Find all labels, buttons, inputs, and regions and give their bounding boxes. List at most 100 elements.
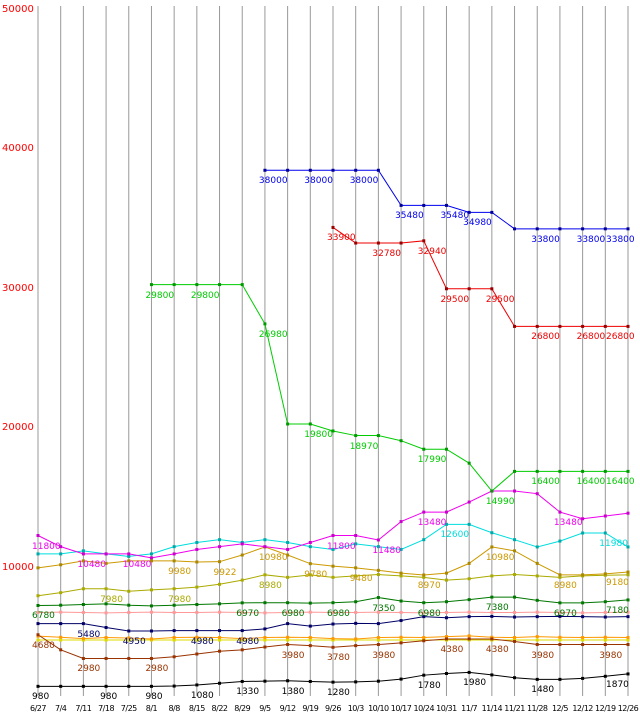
data-point — [354, 680, 358, 684]
value-label: 32780 — [372, 249, 402, 260]
x-axis-label: 10/10 — [368, 704, 389, 713]
data-point — [603, 674, 607, 678]
data-point — [218, 602, 222, 606]
data-point — [36, 594, 40, 598]
data-point — [535, 227, 539, 231]
data-point — [558, 614, 562, 618]
value-label: 38000 — [349, 176, 379, 187]
data-point — [558, 635, 562, 639]
data-point — [81, 552, 85, 556]
data-point — [603, 324, 607, 328]
data-point — [195, 683, 199, 687]
data-point — [127, 610, 131, 614]
data-point — [581, 531, 585, 535]
data-point — [467, 615, 471, 619]
data-point — [218, 545, 222, 549]
data-point — [149, 556, 153, 560]
data-point — [490, 614, 494, 618]
data-point — [376, 679, 380, 683]
value-label: 3980 — [372, 650, 396, 661]
data-point — [626, 324, 630, 328]
data-point — [581, 676, 585, 680]
data-point — [59, 638, 63, 642]
data-point — [286, 622, 290, 626]
data-point — [104, 561, 108, 565]
data-point — [626, 573, 630, 577]
data-point — [490, 637, 494, 641]
data-point — [422, 447, 426, 451]
data-point — [331, 610, 335, 614]
value-label: 29800 — [190, 290, 220, 301]
data-point — [581, 638, 585, 642]
data-point — [331, 225, 335, 229]
data-point — [263, 638, 267, 642]
data-point — [263, 645, 267, 649]
data-point — [172, 610, 176, 614]
data-point — [149, 656, 153, 660]
data-point — [626, 638, 630, 642]
data-point — [626, 610, 630, 614]
data-point — [331, 534, 335, 538]
data-point — [331, 680, 335, 684]
data-point — [149, 610, 153, 614]
data-point — [308, 644, 312, 648]
data-point — [581, 601, 585, 605]
data-point — [535, 598, 539, 602]
value-label: 6780 — [32, 611, 55, 622]
data-point — [467, 461, 471, 465]
data-point — [218, 610, 222, 614]
data-point — [422, 203, 426, 207]
data-point — [626, 598, 630, 602]
data-point — [581, 636, 585, 640]
value-label: 12600 — [440, 530, 470, 541]
data-point — [195, 635, 199, 639]
value-label: 980 — [100, 692, 118, 703]
data-point — [354, 566, 358, 570]
data-point — [195, 610, 199, 614]
value-label: 11480 — [372, 545, 402, 556]
data-point — [399, 635, 403, 639]
data-point — [603, 469, 607, 473]
data-point — [218, 636, 222, 640]
data-point — [36, 534, 40, 538]
data-point — [558, 643, 562, 647]
value-label: 26980 — [258, 329, 288, 340]
data-point — [127, 629, 131, 633]
data-point — [581, 611, 585, 615]
x-axis-label: 7/4 — [55, 704, 67, 713]
data-point — [308, 422, 312, 426]
value-label: 3980 — [281, 650, 305, 661]
data-point — [467, 637, 471, 641]
data-point — [535, 469, 539, 473]
data-point — [376, 638, 380, 642]
data-point — [535, 638, 539, 642]
data-point — [376, 636, 380, 640]
x-axis-label: 8/15 — [188, 704, 205, 713]
y-axis-label: 50000 — [2, 4, 34, 15]
data-point — [376, 434, 380, 438]
data-point — [513, 469, 517, 473]
data-point — [399, 547, 403, 551]
data-point — [172, 629, 176, 633]
value-label: 9480 — [349, 573, 373, 584]
data-point — [422, 639, 426, 643]
data-point — [104, 684, 108, 688]
data-point — [59, 563, 63, 567]
value-label: 4380 — [440, 644, 464, 655]
value-label: 38000 — [258, 176, 288, 187]
data-point — [399, 574, 403, 578]
x-axis-label: 12/26 — [617, 704, 639, 713]
data-point — [218, 638, 222, 642]
data-point — [104, 602, 108, 606]
x-axis-label: 9/5 — [259, 704, 271, 713]
data-point — [422, 239, 426, 243]
value-label: 1780 — [417, 681, 441, 692]
data-point — [422, 575, 426, 579]
data-point — [195, 652, 199, 656]
value-label: 35480 — [440, 211, 470, 222]
data-point — [354, 574, 358, 578]
data-point — [195, 638, 199, 642]
value-label: 33900 — [327, 233, 356, 244]
data-point — [376, 538, 380, 542]
data-point — [286, 638, 290, 642]
